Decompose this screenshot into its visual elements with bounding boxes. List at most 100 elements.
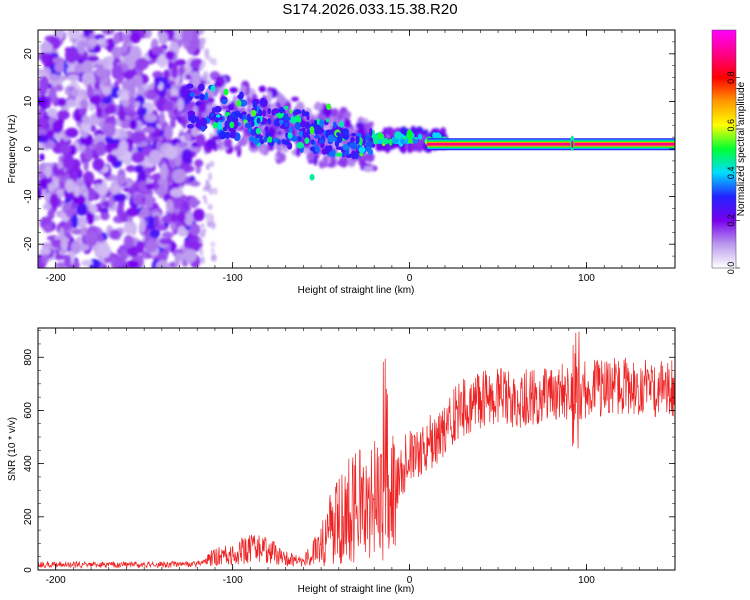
noise-blob xyxy=(89,94,102,106)
noise-blob xyxy=(46,73,61,82)
noise-blob xyxy=(38,117,49,128)
signal-blob xyxy=(365,140,373,148)
noise-blob xyxy=(149,229,161,239)
noise-blob xyxy=(64,179,75,193)
noise-blob xyxy=(110,254,118,268)
noise-blob xyxy=(135,57,149,70)
spectrogram-x-label: Height of straight line (km) xyxy=(298,285,415,296)
signal-halo-blob xyxy=(337,159,348,167)
noise-blob xyxy=(199,42,204,50)
snr-background xyxy=(38,328,675,570)
signal-halo-blob xyxy=(229,86,238,94)
noise-blob xyxy=(76,216,88,229)
signal-halo-blob xyxy=(358,159,366,167)
noise-blob xyxy=(102,122,116,138)
converge-halo-blob xyxy=(415,128,425,137)
noise-blob xyxy=(154,76,161,87)
noise-blob xyxy=(41,242,54,249)
noise-blob xyxy=(165,90,172,98)
signal-blob xyxy=(216,121,222,130)
noise-blob xyxy=(139,218,146,233)
noise-blob xyxy=(64,254,71,268)
noise-blob xyxy=(140,207,150,218)
noise-blob xyxy=(125,164,136,173)
signal-blob xyxy=(309,126,315,135)
spectrogram-y-tick-label: 10 xyxy=(23,95,34,107)
noise-blob xyxy=(206,163,210,171)
noise-blob xyxy=(51,238,64,249)
signal-blob xyxy=(303,111,310,117)
signal-blob xyxy=(252,137,260,145)
converge-blob xyxy=(433,132,441,140)
snr-frame xyxy=(37,327,676,571)
spectrogram-x-tick-label: -200 xyxy=(46,273,66,284)
noise-blob xyxy=(101,85,112,96)
noise-blob xyxy=(200,223,205,228)
noise-blob xyxy=(47,129,55,139)
signal-blob xyxy=(310,139,315,145)
noise-blob xyxy=(157,54,168,68)
noise-blob xyxy=(67,30,82,40)
noise-blob xyxy=(211,187,218,195)
noise-blob xyxy=(129,31,141,44)
noise-blob xyxy=(131,131,145,144)
colorbar-ticks: 0.0 0.2 0.4 0.6 0.8 xyxy=(726,71,740,274)
signal-blob xyxy=(369,128,373,137)
noise-blob xyxy=(175,59,187,66)
signal-halo-blob xyxy=(291,96,300,102)
signal-blob xyxy=(239,99,248,107)
signal-blob xyxy=(325,118,330,123)
noise-blob xyxy=(52,57,65,64)
noise-blob xyxy=(96,234,104,244)
noise-blob xyxy=(95,106,103,119)
signal-blob xyxy=(222,126,228,132)
signal-blob xyxy=(214,105,222,113)
noise-blob xyxy=(210,221,216,230)
snr-axes: -200 -100 0 100 0 200 400 600 800 xyxy=(23,328,676,586)
noise-blob xyxy=(123,33,131,44)
signal-blob xyxy=(349,141,358,150)
signal-blob xyxy=(197,83,205,92)
noise-blob xyxy=(129,45,142,62)
signal-blob xyxy=(241,111,247,116)
spectrogram-marks xyxy=(38,30,675,268)
noise-blob xyxy=(204,199,208,204)
noise-blob xyxy=(212,57,217,67)
converge-halo-blob xyxy=(379,144,388,152)
signal-halo-blob xyxy=(280,98,288,104)
signal-blob xyxy=(314,145,320,154)
noise-blob xyxy=(159,163,169,180)
noise-blob xyxy=(168,240,176,253)
spectrogram-x-tick-label: -100 xyxy=(223,273,243,284)
noise-blob xyxy=(58,227,65,242)
signal-blob xyxy=(230,128,236,135)
noise-blob xyxy=(188,197,199,209)
noise-blob xyxy=(122,41,128,54)
snr-y-tick-label: 400 xyxy=(23,455,34,472)
signal-blob xyxy=(314,134,320,139)
signal-blob xyxy=(354,152,359,159)
noise-blob xyxy=(82,70,95,88)
signal-blob xyxy=(260,98,268,107)
noise-blob xyxy=(39,153,45,161)
converge-blob xyxy=(382,137,389,145)
spectrogram-y-tick-label: -20 xyxy=(23,237,34,252)
signal-blob xyxy=(195,101,202,106)
signal-blob xyxy=(328,145,333,152)
signal-blob xyxy=(185,83,194,89)
noise-blob xyxy=(81,60,93,74)
signal-blob xyxy=(244,122,252,129)
noise-blob xyxy=(189,36,202,50)
noise-blob xyxy=(199,238,203,244)
signal-blob xyxy=(317,128,325,134)
signal-halo-blob xyxy=(276,129,283,137)
noise-blob xyxy=(209,160,215,166)
signal-blob xyxy=(252,101,258,109)
noise-blob xyxy=(210,241,216,247)
noise-blob xyxy=(94,44,102,53)
noise-blob xyxy=(73,184,81,197)
noise-blob xyxy=(123,152,134,159)
noise-blob xyxy=(54,61,65,73)
signal-blob xyxy=(218,116,224,121)
